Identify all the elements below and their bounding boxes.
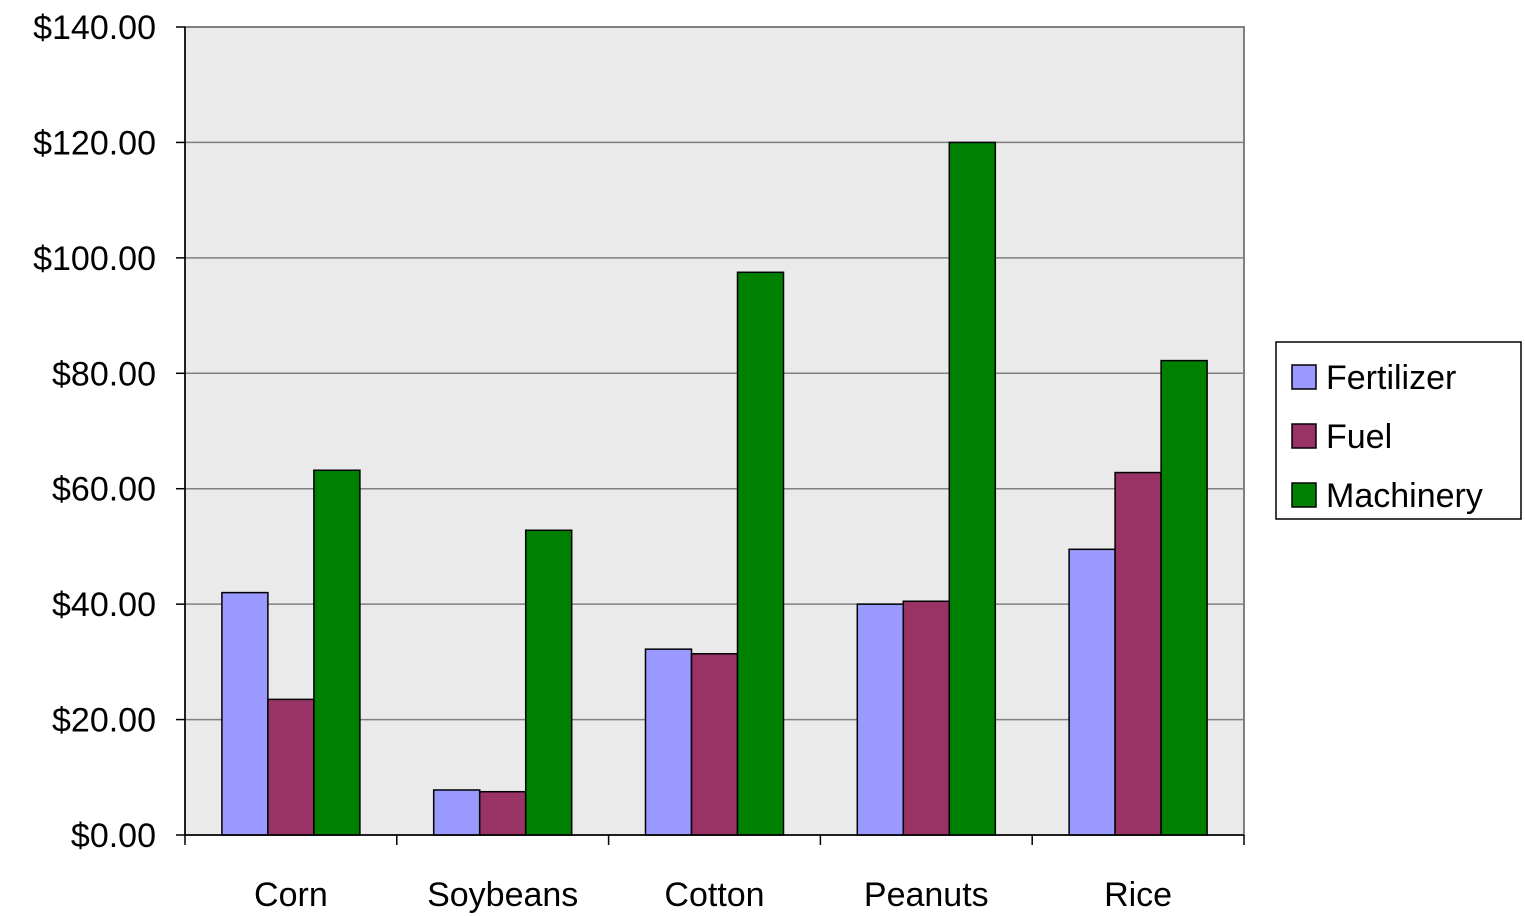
bar-peanuts-machinery: [948, 141, 997, 836]
bar-rice-machinery: [1160, 359, 1208, 836]
y-tick-label: $0.00: [71, 817, 156, 855]
bar-corn-fuel: [267, 698, 315, 836]
bar-cotton-machinery: [736, 271, 785, 836]
y-tick-label: $20.00: [52, 702, 156, 740]
x-tick-label: Rice: [1104, 876, 1172, 914]
legend-label-fertilizer: Fertilizer: [1326, 359, 1456, 397]
bar-cotton-fertilizer: [644, 648, 693, 836]
bar-soybeans-fertilizer: [432, 789, 481, 836]
x-tick-label: Peanuts: [864, 876, 989, 914]
axes: [184, 27, 1244, 836]
legend-label-fuel: Fuel: [1326, 418, 1392, 456]
legend-swatch-fuel: [1291, 423, 1317, 449]
y-tick-label: $60.00: [52, 471, 156, 509]
x-axis-ticks: Corn Soybeans Cotton Peanuts Rice: [184, 835, 1245, 914]
x-tick-label: Soybeans: [427, 876, 578, 914]
y-axis-ticks: $0.00 $20.00 $40.00 $60.00 $80.00 $100.00 $120…: [33, 9, 185, 855]
x-tick-label: Corn: [254, 876, 328, 914]
y-tick-label: $100.00: [33, 240, 156, 278]
y-tick-label: $140.00: [33, 9, 156, 47]
legend-label-machinery: Machinery: [1326, 477, 1483, 515]
bars: [221, 141, 1208, 836]
bar-corn-fertilizer: [221, 591, 269, 836]
y-tick-label: $120.00: [33, 124, 156, 162]
bar-rice-fuel: [1114, 471, 1162, 836]
bar-soybeans-fuel: [478, 790, 527, 836]
bar-cotton-fuel: [690, 653, 739, 836]
bar-corn-machinery: [313, 469, 361, 836]
legend-box: [1275, 341, 1522, 520]
legend-swatch-machinery: [1291, 482, 1317, 508]
bar-peanuts-fertilizer: [856, 603, 905, 836]
y-tick-label: $80.00: [52, 355, 156, 393]
x-tick-label: Cotton: [664, 876, 764, 914]
legend-swatch-fertilizer: [1291, 364, 1317, 390]
bar-peanuts-fuel: [902, 600, 951, 836]
bar-soybeans-machinery: [524, 529, 573, 836]
gridlines: [185, 26, 1244, 721]
bar-rice-fertilizer: [1068, 548, 1116, 836]
y-tick-label: $40.00: [52, 586, 156, 624]
legend: Fertilizer Fuel Machinery: [1275, 341, 1522, 520]
